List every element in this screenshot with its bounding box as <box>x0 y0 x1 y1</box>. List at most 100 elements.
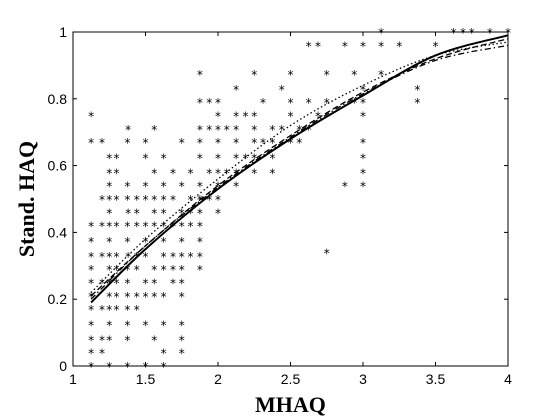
data-point: * <box>106 235 112 249</box>
data-point: * <box>296 136 302 150</box>
data-point: * <box>106 263 112 277</box>
data-point: * <box>106 151 112 165</box>
data-point: * <box>187 166 193 180</box>
data-point: * <box>269 136 275 150</box>
data-point: * <box>414 96 420 110</box>
data-point: * <box>88 318 94 332</box>
data-point: * <box>269 166 275 180</box>
data-point: * <box>125 206 131 220</box>
data-point: * <box>260 136 266 150</box>
data-point: * <box>179 136 185 150</box>
data-point: * <box>396 39 402 53</box>
data-point: * <box>88 290 94 304</box>
data-point: * <box>288 68 294 82</box>
data-point: * <box>134 193 140 207</box>
data-point: * <box>99 303 105 317</box>
data-point: * <box>487 26 493 40</box>
data-point: * <box>206 166 212 180</box>
x-tick-label: 1.5 <box>136 371 156 387</box>
data-point: * <box>342 39 348 53</box>
data-point: * <box>378 26 384 40</box>
data-point: * <box>124 235 130 249</box>
data-point: * <box>279 83 285 97</box>
data-point: * <box>161 250 167 264</box>
data-point: * <box>161 318 167 332</box>
data-point: * <box>170 193 176 207</box>
data-point: * <box>114 290 120 304</box>
data-point: * <box>151 123 157 137</box>
data-point: * <box>114 166 120 180</box>
data-point: * <box>114 220 120 234</box>
data-point: * <box>360 110 366 124</box>
data-point: * <box>288 96 294 110</box>
data-point: * <box>179 347 185 361</box>
x-tick-label: 3 <box>359 371 367 387</box>
data-point: * <box>324 96 330 110</box>
data-point: * <box>134 290 140 304</box>
data-point: * <box>187 250 193 264</box>
data-point: * <box>124 318 130 332</box>
data-point: * <box>360 136 366 150</box>
data-point: * <box>88 220 94 234</box>
data-point: * <box>161 360 167 374</box>
data-point: * <box>99 250 105 264</box>
data-point: * <box>143 180 149 194</box>
data-point: * <box>197 263 203 277</box>
data-point: * <box>106 180 112 194</box>
y-tick-label: 0.2 <box>48 291 68 307</box>
data-point: * <box>106 360 112 374</box>
data-point: * <box>106 220 112 234</box>
data-point: * <box>233 110 239 124</box>
data-point: * <box>88 360 94 374</box>
data-point: * <box>125 123 131 137</box>
curve-solid <box>90 34 509 304</box>
data-point: * <box>179 333 185 347</box>
data-point: * <box>124 290 130 304</box>
data-point: * <box>151 277 157 291</box>
y-tick-label: 1 <box>59 24 67 40</box>
data-point: * <box>251 68 257 82</box>
data-point: * <box>288 110 294 124</box>
data-point: * <box>170 277 176 291</box>
data-point: * <box>206 193 212 207</box>
data-point: * <box>251 136 257 150</box>
data-point: * <box>306 96 312 110</box>
data-point: * <box>106 290 112 304</box>
data-point: * <box>360 83 366 97</box>
data-point: * <box>187 220 193 234</box>
data-point: * <box>124 303 130 317</box>
fitted-curves <box>90 34 509 304</box>
data-point: * <box>161 263 167 277</box>
data-point: * <box>378 39 384 53</box>
data-point: * <box>124 360 130 374</box>
data-point: * <box>206 123 212 137</box>
data-point: * <box>451 26 457 40</box>
data-point: * <box>215 180 221 194</box>
y-tick-label: 0.6 <box>48 158 68 174</box>
data-point: * <box>197 206 203 220</box>
data-point: * <box>233 83 239 97</box>
data-point: * <box>179 235 185 249</box>
data-point: * <box>351 96 357 110</box>
data-point: * <box>224 123 230 137</box>
data-point: * <box>197 235 203 249</box>
y-tick-label: 0.8 <box>48 91 68 107</box>
x-axis-label: MHAQ <box>255 392 326 417</box>
data-point: * <box>151 166 157 180</box>
data-point: * <box>469 26 475 40</box>
data-point: * <box>215 166 221 180</box>
data-point: * <box>161 151 167 165</box>
data-point: * <box>143 136 149 150</box>
data-point: * <box>315 39 321 53</box>
data-point: * <box>378 68 384 82</box>
data-point: * <box>197 68 203 82</box>
data-point: * <box>99 333 105 347</box>
data-point: * <box>215 96 221 110</box>
data-point: * <box>251 151 257 165</box>
data-point: * <box>360 166 366 180</box>
data-point: * <box>187 206 193 220</box>
data-point: * <box>114 303 120 317</box>
data-point: * <box>151 263 157 277</box>
data-point: * <box>161 220 167 234</box>
